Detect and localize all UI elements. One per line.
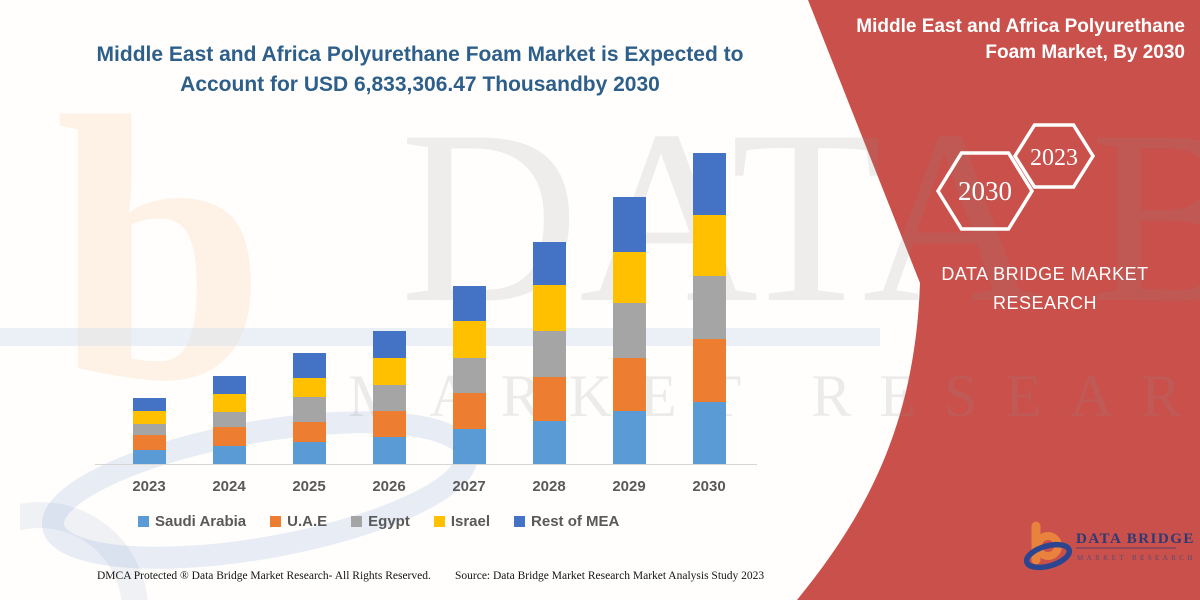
brand-text-line1: DATA BRIDGE MARKET	[941, 264, 1149, 284]
bar-segment-2026-israel	[372, 358, 406, 385]
bar-2023	[132, 398, 166, 464]
legend-label: Israel	[450, 513, 491, 530]
chart-legend: Saudi Arabia U.A.E Egypt Israel Rest of MEA	[138, 513, 619, 530]
legend-swatch	[138, 516, 149, 527]
x-axis-label-2027: 2027	[452, 478, 486, 495]
bar-segment-2025-rest-of-mea	[292, 353, 326, 378]
bar-2025	[292, 353, 326, 464]
panel-title-line2: Foam Market, By 2030	[985, 42, 1185, 63]
x-axis-label-2023: 2023	[132, 478, 166, 495]
hexagon-2023-label: 2023	[1030, 145, 1078, 171]
hexagon-2030	[935, 151, 1035, 231]
bar-segment-2024-egypt	[212, 412, 246, 427]
footer-dmca-note: DMCA Protected ® Data Bridge Market Rese…	[97, 570, 431, 582]
brand-text-line2: RESEARCH	[992, 293, 1098, 313]
bar-segment-2023-u-a-e	[132, 435, 166, 450]
x-axis-label-2025: 2025	[292, 478, 326, 495]
hexagon-2023	[1012, 123, 1096, 189]
bar-segment-2028-israel	[532, 285, 566, 331]
chart-title-line1: Middle East and Africa Polyurethane Foam…	[96, 43, 744, 66]
legend-swatch	[270, 516, 282, 527]
bar-segment-2026-saudi-arabia	[372, 437, 406, 464]
bar-2030	[692, 153, 726, 464]
bar-segment-2030-rest-of-mea	[692, 153, 726, 215]
chart-title: Middle East and Africa Polyurethane Foam…	[95, 40, 745, 100]
bar-segment-2028-egypt	[532, 331, 566, 377]
x-axis-label-2028: 2028	[532, 478, 566, 495]
bar-segment-2028-rest-of-mea	[532, 242, 566, 285]
bar-segment-2029-israel	[612, 252, 646, 303]
legend-item-saudi-arabia: Saudi Arabia	[138, 513, 246, 530]
bar-segment-2027-israel	[452, 321, 486, 358]
bar-2028	[532, 242, 566, 464]
bar-segment-2025-saudi-arabia	[292, 442, 326, 464]
bar-segment-2024-u-a-e	[212, 427, 246, 446]
bar-segment-2030-egypt	[692, 276, 726, 339]
bar-segment-2025-israel	[292, 378, 326, 397]
bar-segment-2030-u-a-e	[692, 339, 726, 402]
bar-segment-2027-u-a-e	[452, 393, 486, 429]
panel-title: Middle East and Africa Polyurethane Foam…	[825, 14, 1185, 66]
x-axis-label-2029: 2029	[612, 478, 646, 495]
x-axis-label-2026: 2026	[372, 478, 406, 495]
legend-swatch	[514, 516, 526, 527]
bar-segment-2026-u-a-e	[372, 411, 406, 437]
bar-segment-2023-israel	[132, 411, 166, 424]
databridge-logo-mark	[1024, 521, 1073, 571]
bar-segment-2027-saudi-arabia	[452, 429, 486, 464]
databridge-logo: DATA BRIDGE MARKET RESEARCH	[1024, 521, 1194, 571]
bar-segment-2025-egypt	[292, 397, 326, 422]
legend-label: Egypt	[368, 513, 410, 530]
legend-item-u-a-e: U.A.E	[270, 513, 327, 530]
bar-segment-2026-rest-of-mea	[372, 331, 406, 358]
bar-segment-2027-egypt	[452, 358, 486, 393]
bar-2029	[612, 197, 646, 464]
bar-segment-2025-u-a-e	[292, 422, 326, 442]
watermark-band	[0, 328, 880, 346]
legend-label: Rest of MEA	[531, 513, 620, 530]
bar-segment-2026-egypt	[372, 385, 406, 411]
bar-segment-2028-saudi-arabia	[532, 421, 566, 464]
bar-segment-2023-egypt	[132, 424, 166, 435]
panel-title-line1: Middle East and Africa Polyurethane	[856, 16, 1185, 37]
watermark-sub-text: MARKET RESEARCH	[348, 363, 1200, 429]
bar-segment-2024-rest-of-mea	[212, 376, 246, 394]
legend-swatch	[351, 516, 363, 527]
footer-source-note: Source: Data Bridge Market Research Mark…	[455, 570, 765, 582]
bar-segment-2028-u-a-e	[532, 377, 566, 421]
hexagon-badges: 2030 2023	[935, 123, 1096, 231]
chart-title-line2: Account for USD 6,833,306.47 Thousandby …	[180, 73, 660, 96]
bar-segment-2029-saudi-arabia	[612, 411, 646, 464]
legend-label: U.A.E	[287, 513, 328, 530]
bar-segment-2030-israel	[692, 215, 726, 276]
legend-item-egypt: Egypt	[351, 513, 410, 530]
bar-segment-2027-rest-of-mea	[452, 286, 486, 321]
brand-text: DATA BRIDGE MARKET RESEARCH	[900, 260, 1190, 318]
legend-item-rest-of-mea: Rest of MEA	[514, 513, 619, 530]
bar-segment-2029-egypt	[612, 303, 646, 358]
x-axis-line	[95, 464, 757, 465]
bar-2026	[372, 331, 406, 464]
bar-2024	[212, 376, 246, 464]
logo-subtitle: MARKET RESEARCH	[1077, 554, 1194, 562]
legend-swatch	[433, 516, 445, 527]
bar-segment-2029-rest-of-mea	[612, 197, 646, 252]
legend-label: Saudi Arabia	[155, 513, 247, 530]
bar-2027	[452, 286, 486, 464]
hexagon-2030-label: 2030	[958, 176, 1012, 206]
bar-segment-2023-saudi-arabia	[132, 450, 166, 464]
bar-segment-2030-saudi-arabia	[692, 402, 726, 464]
x-axis-label-2024: 2024	[212, 478, 246, 495]
bar-segment-2024-israel	[212, 394, 246, 412]
bar-segment-2023-rest-of-mea	[132, 398, 166, 411]
legend-item-israel: Israel	[433, 513, 491, 530]
bar-segment-2024-saudi-arabia	[212, 446, 246, 464]
x-axis-label-2030: 2030	[692, 478, 726, 495]
bar-segment-2029-u-a-e	[612, 358, 646, 411]
logo-title: DATA BRIDGE	[1076, 531, 1194, 547]
